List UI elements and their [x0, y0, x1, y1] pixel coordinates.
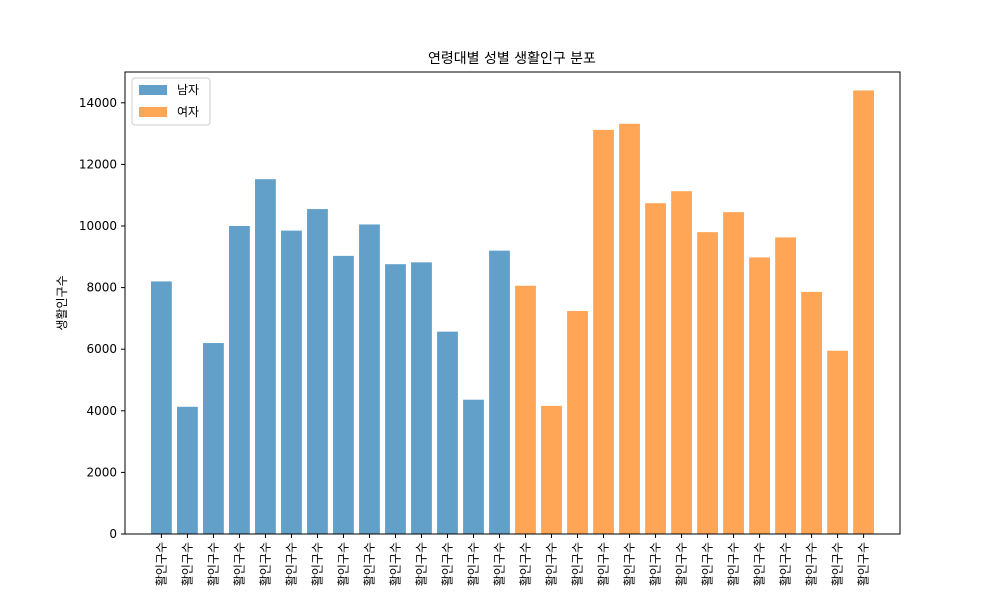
x-tick-label: 활인구수 — [414, 542, 428, 586]
x-tick-label: 활인구수 — [779, 542, 793, 586]
x-tick-label: 활인구수 — [362, 542, 376, 586]
x-tick-label: 활인구수 — [180, 542, 194, 586]
x-tick-label: 활인구수 — [545, 542, 559, 586]
bar-male-12 — [463, 399, 484, 534]
bar-female-26 — [827, 350, 848, 534]
x-tick-label: 활인구수 — [336, 542, 350, 586]
bar-female-27 — [853, 90, 874, 534]
x-tick-label: 활인구수 — [258, 542, 272, 586]
x-tick-label: 활인구수 — [154, 542, 168, 586]
bar-female-24 — [775, 237, 796, 534]
bar-male-13 — [489, 250, 510, 534]
legend-label-female: 여자 — [177, 105, 199, 119]
bar-male-11 — [437, 331, 458, 534]
x-tick-label: 활인구수 — [649, 542, 663, 586]
bar-female-17 — [593, 129, 614, 534]
legend: 남자 여자 — [131, 77, 211, 126]
legend-swatch-female — [139, 107, 167, 117]
y-tick-label: 10000 — [79, 219, 117, 233]
bar-female-21 — [697, 232, 718, 534]
bar-male-8 — [359, 224, 380, 534]
bar-female-19 — [645, 203, 666, 534]
bar-female-18 — [619, 123, 640, 535]
chart-title: 연령대별 성별 생활인구 분포 — [428, 51, 596, 67]
x-tick-label: 활인구수 — [753, 542, 767, 586]
axes-layer — [124, 71, 901, 535]
x-tick-label: 활인구수 — [675, 542, 689, 586]
x-tick-label: 활인구수 — [831, 542, 845, 586]
bar-female-15 — [541, 405, 562, 534]
x-tick-label: 활인구수 — [310, 542, 324, 586]
x-tick-label: 활인구수 — [492, 542, 506, 586]
x-tick-label: 활인구수 — [701, 542, 715, 586]
x-axis-ticks: 활인구수 활인구수 활인구수 활인구수 활인구수 활인구수 활인구수 활인구수 활인구수 활인구수… — [154, 534, 871, 586]
x-tick-label: 활인구수 — [466, 542, 480, 586]
legend-label-male: 남자 — [177, 83, 199, 97]
bar-male-10 — [411, 262, 432, 534]
x-tick-label: 활인구수 — [440, 542, 454, 586]
x-tick-label: 활인구수 — [232, 542, 246, 586]
bar-female-16 — [567, 311, 588, 534]
y-tick-label: 12000 — [79, 157, 117, 171]
bar-male-6 — [307, 209, 328, 534]
y-tick-label: 4000 — [86, 404, 117, 418]
bar-male-3 — [229, 226, 250, 534]
plot-frame — [124, 71, 901, 535]
bar-female-23 — [749, 257, 770, 534]
x-tick-label: 활인구수 — [597, 542, 611, 586]
bars-layer — [151, 90, 874, 535]
x-tick-label: 활인구수 — [727, 542, 741, 586]
x-tick-label: 활인구수 — [571, 542, 585, 586]
bar-male-2 — [203, 343, 224, 534]
legend-swatch-male — [139, 85, 167, 95]
x-tick-label: 활인구수 — [857, 542, 871, 586]
bar-female-14 — [515, 285, 536, 534]
bar-male-0 — [151, 281, 172, 534]
x-tick-label: 활인구수 — [206, 542, 220, 586]
bar-female-22 — [723, 212, 744, 534]
y-tick-label: 8000 — [86, 281, 117, 295]
y-tick-label: 0 — [109, 527, 117, 541]
bar-male-7 — [333, 255, 354, 534]
y-tick-label: 6000 — [86, 342, 117, 356]
x-tick-label: 활인구수 — [519, 542, 533, 586]
y-tick-label: 2000 — [86, 465, 117, 479]
y-axis-ticks: 0 2000 4000 6000 8000 10000 12000 14000 — [79, 96, 125, 541]
bar-male-9 — [385, 264, 406, 534]
bar-female-25 — [801, 291, 822, 534]
x-tick-label: 활인구수 — [388, 542, 402, 586]
bar-male-5 — [281, 230, 302, 534]
x-tick-label: 활인구수 — [284, 542, 298, 586]
bar-female-20 — [671, 191, 692, 534]
x-tick-label: 활인구수 — [805, 542, 819, 586]
bar-male-4 — [255, 179, 276, 534]
bar-male-1 — [177, 406, 198, 534]
y-axis-label: 생활인구수 — [55, 275, 69, 330]
x-tick-label: 활인구수 — [623, 542, 637, 586]
y-tick-label: 14000 — [79, 96, 117, 110]
